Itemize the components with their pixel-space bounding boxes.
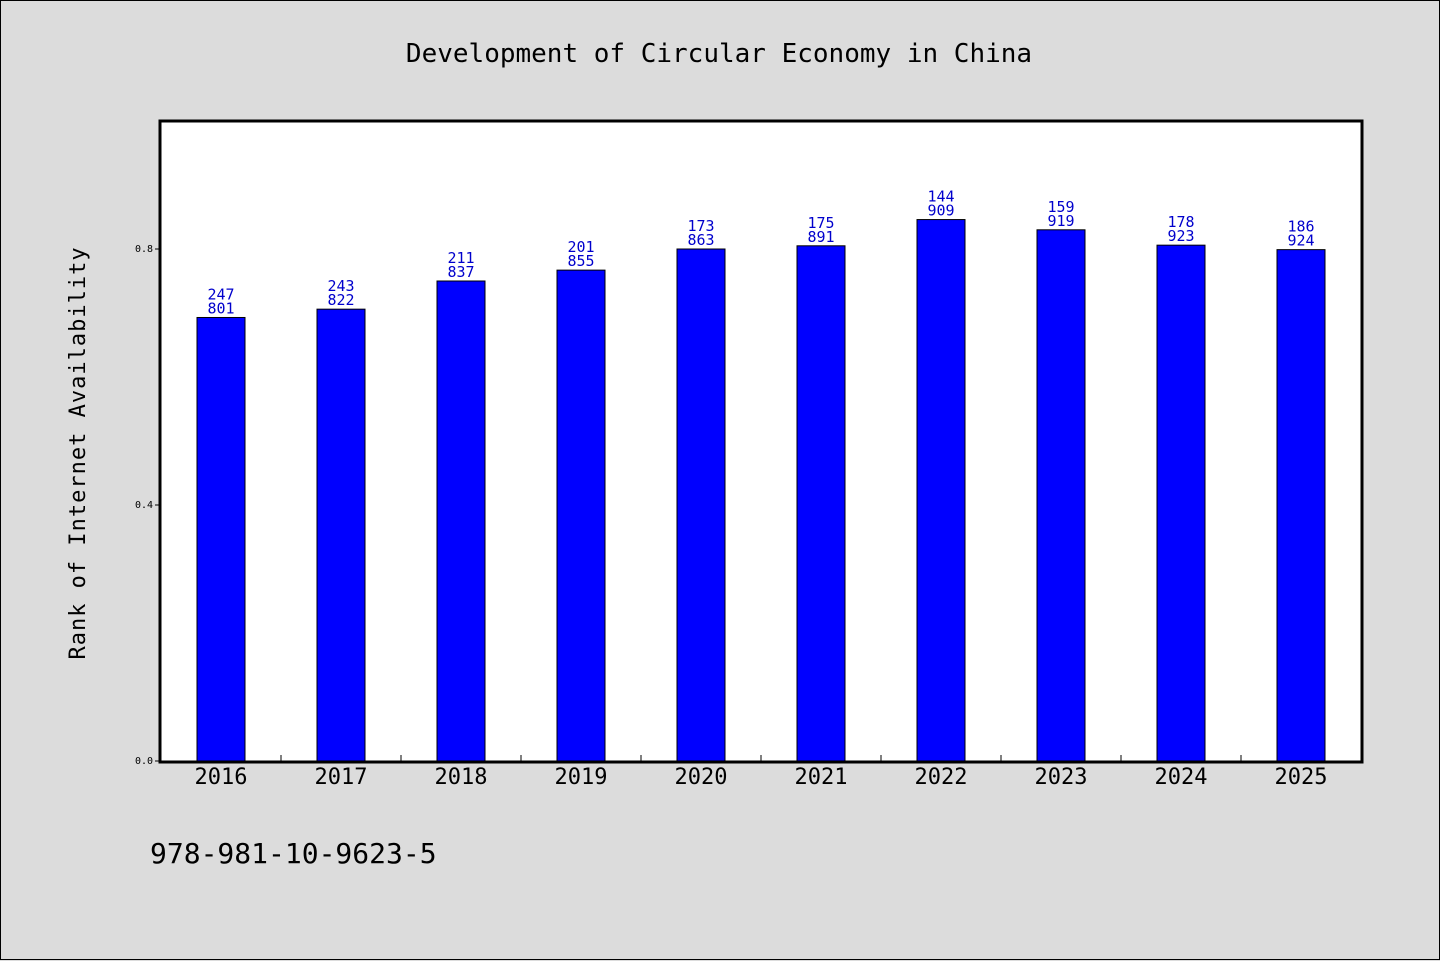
- bar-2020: [676, 248, 726, 762]
- bar-2016: [196, 316, 246, 762]
- data-label: 173: [687, 217, 714, 235]
- data-label: 822: [327, 291, 354, 309]
- x-tick-label: 2022: [915, 765, 968, 790]
- data-label: 891: [807, 228, 834, 246]
- data-label: 186: [1287, 218, 1314, 236]
- bar-2025: [1276, 249, 1326, 762]
- x-tick-label: 2021: [795, 765, 848, 790]
- bar-2024: [1156, 244, 1206, 762]
- chart-title: Development of Circular Economy in China: [406, 39, 1032, 69]
- bar-2021: [796, 245, 846, 762]
- bar-2023: [1036, 229, 1086, 762]
- x-tick-label: 2016: [195, 765, 248, 790]
- data-label: 144: [927, 188, 954, 206]
- bar-2018: [436, 280, 486, 762]
- y-tick-label: 0.4: [135, 500, 153, 511]
- data-label: 919: [1047, 212, 1074, 230]
- data-label: 863: [687, 231, 714, 249]
- x-tick-label: 2017: [315, 765, 368, 790]
- data-label: 801: [207, 299, 234, 317]
- data-label: 243: [327, 277, 354, 295]
- data-label: 247: [207, 285, 234, 303]
- y-tick-label: 0.0: [135, 756, 153, 767]
- x-tick-label: 2024: [1155, 765, 1208, 790]
- data-label: 909: [927, 202, 954, 220]
- data-labels-layer: 2478012438222118372018551738631758911449…: [207, 188, 1314, 318]
- x-tick-label: 2023: [1035, 765, 1088, 790]
- bars-layer: [196, 219, 1326, 762]
- data-label: 211: [447, 249, 474, 267]
- data-label: 837: [447, 263, 474, 281]
- bar-2022: [916, 219, 966, 762]
- isbn-label: 978-981-10-9623-5: [150, 837, 437, 870]
- plot-border: [158, 119, 1364, 764]
- x-axis-ticks: 2016 2017 2018 2019 2020 2021 2022 2023 2024 2025: [195, 755, 1328, 790]
- data-label: 175: [807, 214, 834, 232]
- y-tick-label: 0.8: [135, 244, 153, 255]
- data-label: 924: [1287, 232, 1314, 250]
- bar-2017: [316, 308, 366, 762]
- data-label: 923: [1167, 227, 1194, 245]
- data-label: 201: [567, 238, 594, 256]
- bar-2019: [556, 269, 606, 762]
- x-tick-label: 2018: [435, 765, 488, 790]
- data-label: 855: [567, 252, 594, 270]
- y-axis-label: Rank of Internet Availability: [66, 246, 91, 659]
- x-tick-label: 2020: [675, 765, 728, 790]
- x-tick-label: 2019: [555, 765, 608, 790]
- data-label: 159: [1047, 198, 1074, 216]
- x-tick-label: 2025: [1275, 765, 1328, 790]
- y-axis-ticks: 0.0 0.4 0.8: [135, 244, 161, 767]
- data-label: 178: [1167, 213, 1194, 231]
